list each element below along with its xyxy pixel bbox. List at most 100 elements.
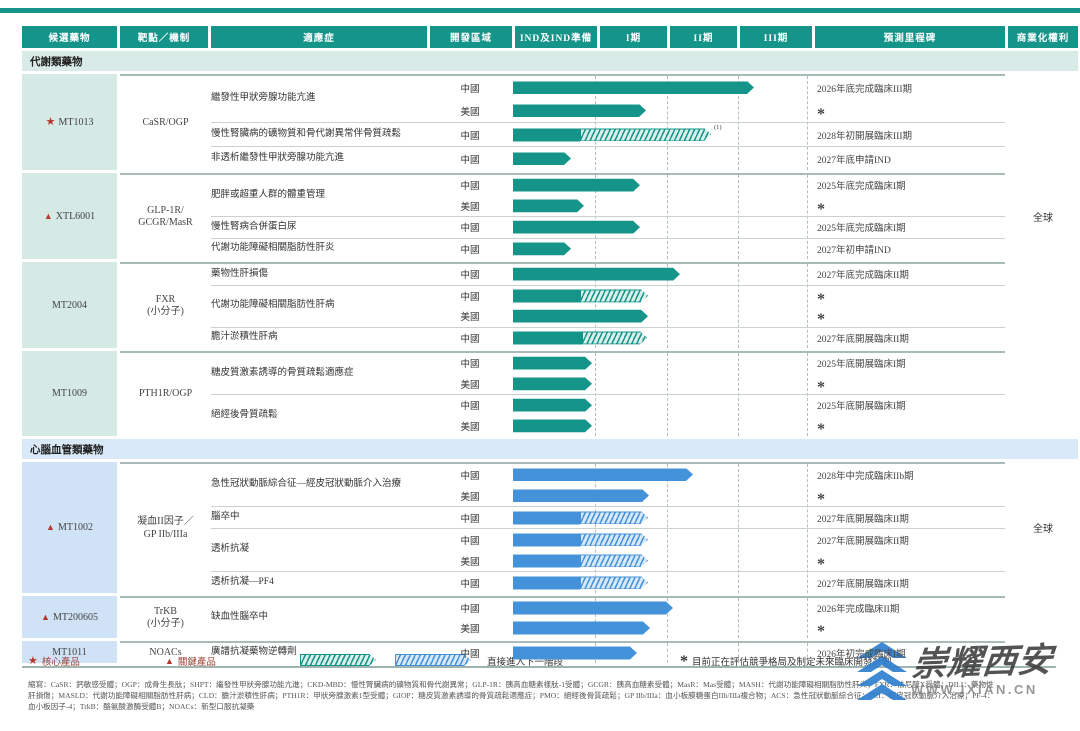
pipeline-row: 中國 2027年底開展臨床II期 <box>427 328 1005 349</box>
pipeline-chart <box>513 353 807 374</box>
drug-block: MT1009 PTH1R/OGP 糖皮質激素誘導的骨質疏鬆適應症 中國 2025年底開展… <box>22 351 1078 437</box>
core-product-star-icon: ★ <box>28 654 38 667</box>
commercial-rights-cell <box>1008 262 1078 348</box>
pipeline-chart <box>513 217 807 238</box>
region-rows: 中國 2027年初申請IND <box>427 239 1005 260</box>
region-label: 美國 <box>460 107 480 118</box>
milestone-label: 2027年初申請IND <box>817 245 891 256</box>
legend-next-phase-label: 直接進入下一階段 <box>487 658 564 668</box>
pipeline-table: 候選藥物 靶點／機制 適應症 開發區域 IND及IND準備 I期 II期 III期 預測里程碑商… <box>22 26 1078 668</box>
pipeline-chart: (1) <box>513 123 807 146</box>
pipeline-bar-hatched <box>580 554 648 567</box>
indication-group: 糖皮質激素誘導的骨質疏鬆適應症 中國 2025年底開展臨床I期 美國 * <box>211 353 1005 395</box>
pipeline-chart <box>513 618 807 638</box>
legend-blue-hatched-arrow-icon <box>395 654 471 666</box>
drug-content: 糖皮質激素誘導的骨質疏鬆適應症 中國 2025年底開展臨床I期 美國 * 絕經後骨質疏鬆 中… <box>211 353 1005 437</box>
key-product-triangle-icon: ▲ <box>165 655 174 666</box>
indication-label: 肥胖或超重人群的體重管理 <box>211 189 326 200</box>
drug-block: ▲ MT200605 TrKB (小分子) 缺血性腦卒中 中國 2026年完成臨床II期 美國… <box>22 596 1078 640</box>
pipeline-bar-hatched <box>580 128 711 141</box>
phase-gridline <box>738 175 739 259</box>
phase-gridline <box>738 76 739 170</box>
legend-key-label: 關鍵產品 <box>177 658 216 668</box>
phase-gridline <box>667 643 668 663</box>
pipeline-chart <box>513 395 807 416</box>
region-label: 中國 <box>460 182 480 193</box>
pipeline-row: 美國 * <box>427 550 1005 572</box>
drug-content: 急性冠狀動脈綜合征—經皮冠狀動脈介入治療 中國 2028年中完成臨床IIb期 美國 * 腦… <box>211 464 1005 593</box>
milestone-label: 2027年底開展臨床II期 <box>817 579 909 590</box>
target-line: CaSR/OGP <box>142 116 189 128</box>
drug-block-body: 凝血II因子／ GP IIb/IIIa 急性冠狀動脈綜合征—經皮冠狀動脈介入治療 中國… <box>120 462 1005 593</box>
indication-group: 代謝功能障礙相關脂肪性肝炎 中國 2027年初申請IND <box>211 237 1005 260</box>
drug-content: 肥胖或超重人群的體重管理 中國 2025年底完成臨床I期 美國 * 慢性腎病合併蛋白尿 中國… <box>211 175 1005 259</box>
pipeline-row: 美國 * <box>427 485 1005 507</box>
column-header: 靶點／機制 <box>120 26 208 48</box>
pipeline-chart <box>513 374 807 395</box>
target-cell: 凝血II因子／ GP IIb/IIIa <box>120 464 211 593</box>
pipeline-bar-solid <box>513 533 580 546</box>
footnote-line: 血小板因子-4；TrkB：酪氨酸激酶受體B；NOACs：新型口服抗凝藥 <box>28 702 255 711</box>
pipeline-chart <box>513 643 807 663</box>
pipeline-chart <box>513 264 807 285</box>
drug-block: ▲ XTL6001 GLP-1R/GCGR/MasR 肥胖或超重人群的體重管理 中國 20… <box>22 173 1078 259</box>
indication-label: 絕經後骨質疏鬆 <box>211 409 278 420</box>
region-label: 美國 <box>460 625 480 635</box>
key-product-triangle-icon: ▲ <box>41 611 50 622</box>
region-rows: 中國 2027年底開展臨床II期 <box>427 328 1005 349</box>
pipeline-row: 中國 2027年底申請IND <box>427 147 1005 170</box>
region-label: 美國 <box>460 557 480 568</box>
target-cell: CaSR/OGP <box>120 76 211 170</box>
pipeline-row: 中國 2026年完成臨床II期 <box>427 598 1005 618</box>
region-label: 中國 <box>460 334 480 345</box>
target-cell: FXR (小分子) <box>120 264 211 348</box>
region-rows: 中國 2026年初完成臨床I期 <box>427 643 1005 663</box>
pipeline-row: 美國 * <box>427 618 1005 640</box>
candidate-cell: MT1009 <box>22 351 117 436</box>
pipeline-chart <box>513 598 807 618</box>
table-header-row: 候選藥物 靶點／機制 適應症 開發區域 IND及IND準備 I期 II期 III期 預測里程碑商… <box>22 26 1078 48</box>
pipeline-row: 美國 * <box>427 196 1005 217</box>
region-rows: 中國 2027年底開展臨床II期 <box>427 572 1005 593</box>
pipeline-bar-solid <box>513 289 580 303</box>
region-label: 中國 <box>460 402 480 413</box>
region-label: 美國 <box>460 202 480 213</box>
column-header: III期 <box>740 26 812 48</box>
commercial-rights-cell: 全球 <box>1033 524 1053 535</box>
pipeline-bar-solid <box>513 489 649 502</box>
pipeline-bar-solid <box>513 647 637 660</box>
indication-group: 透析抗凝—PF4 中國 2027年底開展臨床II期 <box>211 571 1005 593</box>
phase-gridline <box>738 264 739 348</box>
blue-hatched-bar-sample <box>395 654 471 666</box>
footnote-line: 縮寫：CaSR：鈣敏感受體；OGP：成骨生長肽；SHPT：繼發性甲狀旁腺功能亢進… <box>28 680 994 689</box>
region-rows: 中國 2027年底開展臨床II期 美國 * <box>427 529 1005 572</box>
milestone-label: 2028年初開展臨床III期 <box>817 131 912 142</box>
drug-name: MT1002 <box>57 522 93 533</box>
drug-block: ▲ MT1002 凝血II因子／ GP IIb/IIIa 急性冠狀動脈綜合征—經皮冠狀動… <box>22 462 1078 593</box>
region-label: 美國 <box>460 313 480 324</box>
pipeline-row: 中國 2027年底完成臨床II期 <box>427 264 1005 285</box>
target-line: TrKB <box>154 605 177 617</box>
region-label: 美國 <box>460 422 480 433</box>
region-label: 美國 <box>460 380 480 391</box>
region-label: 中國 <box>460 131 480 142</box>
column-header: IND及IND準備 <box>515 26 597 48</box>
pipeline-bar-solid <box>513 221 640 234</box>
drug-content: 缺血性腦卒中 中國 2026年完成臨床II期 美國 * <box>211 598 1005 640</box>
indication-group: 繼發性甲狀旁腺功能亢進 中國 2026年底完成臨床III期 美國 * <box>211 76 1005 122</box>
region-rows: 中國 2026年完成臨床II期 美國 * <box>427 598 1005 640</box>
pipeline-chart <box>513 529 807 550</box>
pipeline-chart <box>513 196 807 217</box>
target-line: GLP-1R/ <box>147 204 184 216</box>
milestone-label: 2027年底開展臨床II期 <box>817 514 909 525</box>
pipeline-bar-hatched <box>580 289 648 302</box>
indication-label: 繼發性甲狀旁腺功能亢進 <box>211 93 316 104</box>
legend-asterisk-text: 目前正在評估競爭格局及制定未來臨床開發計劃 <box>692 658 892 668</box>
pipeline-row: 中國 2026年底完成臨床III期 <box>427 76 1005 99</box>
pipeline-bar-solid <box>513 104 646 117</box>
commercial-rights-cell <box>1008 74 1078 170</box>
target-cell: PTH1R/OGP <box>120 353 211 436</box>
region-label: 中國 <box>460 514 480 525</box>
phase-gridline <box>595 264 596 348</box>
